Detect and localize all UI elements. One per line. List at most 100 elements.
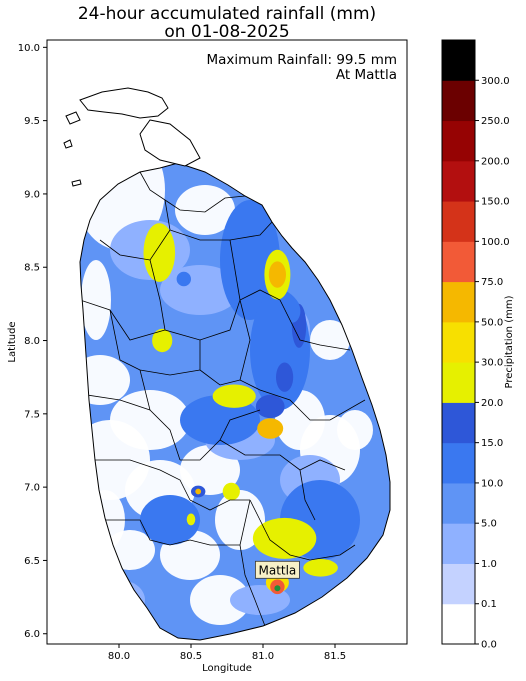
y-tick-label: 7.0 — [24, 483, 40, 494]
y-tick-label: 8.5 — [24, 263, 40, 274]
colorbar-swatch — [442, 442, 475, 484]
district-boundary — [139, 171, 246, 213]
colorbar-tick-label: 0.0 — [481, 640, 497, 651]
district-boundary — [199, 340, 241, 386]
district-boundary — [239, 299, 261, 391]
district-boundary — [239, 544, 266, 627]
district-boundary — [249, 499, 356, 561]
x-tick-label: 80.5 — [180, 651, 202, 662]
district-boundary — [189, 499, 250, 511]
y-tick-label: 10.0 — [18, 43, 40, 54]
islet-outline — [79, 87, 169, 119]
moderate-rain-patch — [180, 395, 260, 445]
rain-zone — [283, 299, 301, 323]
colorbar-tick-label: 200.0 — [481, 156, 510, 167]
colorbar-swatch — [442, 241, 475, 283]
district-boundary — [95, 459, 191, 501]
rain-zone — [255, 394, 285, 419]
colorbar-swatch — [442, 321, 475, 363]
colorbar-tick-label: 1.0 — [481, 559, 497, 570]
islet-outline — [139, 119, 201, 167]
colorbar-tick-label: 10.0 — [481, 478, 503, 489]
dry-patch — [310, 320, 350, 360]
district-boundary — [239, 499, 251, 546]
colorbar-swatch — [442, 80, 475, 122]
colorbar-swatch — [442, 120, 475, 162]
rain-zone — [195, 488, 202, 495]
colorbar-swatch — [442, 402, 475, 444]
colorbar-swatch — [442, 563, 475, 605]
map-title-line2: on 01-08-2025 — [164, 22, 290, 42]
rain-zone — [222, 482, 240, 501]
colorbar-tick-label: 20.0 — [481, 398, 503, 409]
moderate-rain-patch — [140, 495, 200, 545]
rain-zone — [176, 271, 191, 287]
district-boundary — [99, 229, 171, 261]
colorbar-frame — [441, 39, 476, 645]
district-boundary — [219, 439, 346, 471]
max-rainfall-text: Maximum Rainfall: 99.5 mm — [207, 52, 398, 68]
colorbar-swatch — [442, 362, 475, 403]
colorbar-tick-label: 75.0 — [481, 277, 503, 288]
y-tick-label: 6.5 — [24, 556, 40, 567]
colorbar-tick-label: 250.0 — [481, 116, 510, 127]
plot-frame — [46, 39, 408, 645]
colorbar-swatch — [442, 160, 475, 202]
rain-zone — [252, 517, 317, 559]
colorbar-tick-label: 30.0 — [481, 358, 503, 369]
y-tick-label: 6.0 — [24, 629, 40, 640]
colorbar-ticks: 0.0 0.1 1.0 5.0 10.0 15.0 20.0 30.0 50.0 75.0 100.… — [475, 76, 510, 651]
district-boundary — [139, 369, 181, 461]
colorbar-tick-label: 0.1 — [481, 599, 497, 610]
rain-zone — [152, 328, 173, 353]
marker-label: Mattla — [258, 563, 296, 577]
district-boundary — [86, 394, 151, 411]
colorbar-swatch — [442, 281, 475, 323]
district-boundary — [80, 299, 166, 341]
district-boundary — [229, 239, 241, 301]
y-axis-ticks: 6.0 6.5 7.0 7.5 8.0 8.5 9.0 9.5 10.0 — [18, 43, 47, 640]
colorbar-swatch — [442, 603, 475, 645]
rain-zone — [257, 418, 284, 439]
x-tick-label: 81.0 — [252, 651, 274, 662]
x-tick-label: 80.0 — [108, 651, 130, 662]
colorbar-swatch — [442, 40, 475, 81]
rain-zone — [303, 559, 338, 577]
y-axis-label: Latitude — [7, 321, 18, 362]
dry-patch — [337, 410, 373, 450]
marker-dot — [274, 585, 281, 592]
islet-outline — [63, 139, 73, 149]
colorbar-tick-label: 150.0 — [481, 197, 510, 208]
dry-patch — [80, 163, 165, 250]
y-tick-label: 8.0 — [24, 336, 40, 347]
max-rain-marker: Mattla — [254, 560, 300, 592]
district-boundary — [259, 389, 366, 421]
district-boundary — [164, 199, 273, 241]
rain-zone — [276, 362, 294, 392]
y-tick-label: 7.5 — [24, 409, 40, 420]
rain-zone — [186, 513, 196, 526]
district-boundary — [299, 469, 316, 521]
dry-patch — [190, 575, 250, 625]
colorbar-tick-label: 50.0 — [481, 317, 503, 328]
colorbar-tick-label: 5.0 — [481, 519, 497, 530]
islet-outline — [65, 111, 81, 125]
island-outline — [79, 162, 391, 641]
colorbar-tick-label: 15.0 — [481, 438, 503, 449]
map-title-line1: 24-hour accumulated rainfall (mm) — [77, 4, 377, 24]
colorbar-tick-label: 300.0 — [481, 76, 510, 87]
dry-patch — [175, 185, 235, 235]
colorbar-swatch — [442, 482, 475, 524]
x-tick-label: 81.5 — [324, 651, 346, 662]
colorbar — [441, 39, 476, 645]
colorbar-swatch — [442, 523, 475, 564]
islets — [63, 87, 201, 187]
district-boundary — [279, 299, 351, 351]
colorbar-label: Precipitation (mm) — [504, 295, 515, 388]
district-boundary — [105, 519, 240, 546]
district-boundary — [149, 259, 281, 341]
islet-outline — [71, 179, 82, 187]
rain-zone — [212, 384, 256, 408]
district-boundaries — [80, 171, 366, 627]
